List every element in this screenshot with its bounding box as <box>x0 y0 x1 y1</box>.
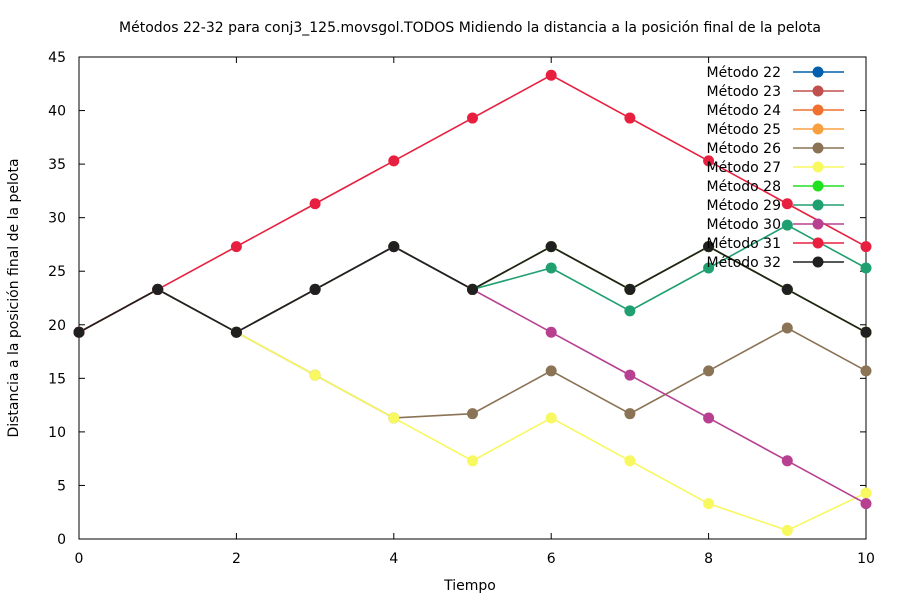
data-point <box>703 412 715 424</box>
legend-swatch-point <box>812 218 824 230</box>
legend-swatch-point <box>812 142 824 154</box>
legend-label: Método 25 <box>707 122 781 138</box>
data-point <box>860 365 872 377</box>
data-point <box>624 305 636 317</box>
plot-frame <box>78 56 867 540</box>
series-line-5 <box>78 288 867 419</box>
data-point <box>467 112 478 124</box>
data-point <box>624 408 636 420</box>
legend-swatch-point <box>812 199 824 211</box>
y-tick-label: 25 <box>48 264 66 280</box>
data-point <box>781 455 793 467</box>
data-point <box>388 412 400 424</box>
data-point <box>467 455 478 467</box>
legend-label: Método 27 <box>707 160 781 176</box>
y-tick-label: 10 <box>48 425 66 441</box>
data-point <box>545 326 557 338</box>
data-point <box>467 283 478 295</box>
data-point <box>624 369 636 381</box>
data-point <box>624 112 636 124</box>
data-point <box>545 412 557 424</box>
legend-label: Método 30 <box>707 217 781 233</box>
data-point <box>624 283 636 295</box>
y-axis-title: Distancia a la posición final de la pelo… <box>6 158 22 437</box>
legend-swatch-point <box>812 85 824 97</box>
legend-swatch-point <box>812 256 824 268</box>
data-point <box>624 455 636 467</box>
legend-label: Método 23 <box>707 84 781 100</box>
data-point <box>545 241 557 253</box>
y-tick-label: 15 <box>48 371 66 387</box>
y-tick-label: 0 <box>57 532 66 548</box>
data-point <box>703 365 715 377</box>
y-tick-label: 35 <box>48 157 66 173</box>
data-point <box>703 498 715 510</box>
x-tick-label: 8 <box>704 551 713 567</box>
x-axis-title: Tiempo <box>443 578 496 594</box>
y-tick-label: 45 <box>48 50 66 66</box>
data-point <box>860 326 872 338</box>
data-point <box>860 498 872 510</box>
x-tick-label: 6 <box>547 551 556 567</box>
legend-label: Método 31 <box>707 236 781 252</box>
data-point <box>309 198 321 210</box>
legend-label: Método 32 <box>707 255 781 271</box>
data-point <box>860 241 872 253</box>
legend-swatch-point <box>812 180 824 192</box>
x-tick-label: 0 <box>75 551 84 567</box>
y-tick-label: 5 <box>57 478 66 494</box>
axis-ticks: 0 2 4 6 8 10 0 5 10 15 20 25 30 35 40 45 <box>48 50 875 567</box>
legend-swatch-point <box>812 66 824 78</box>
data-point <box>388 241 400 253</box>
legend-label: Método 22 <box>707 65 781 81</box>
data-point <box>781 283 793 295</box>
data-point <box>73 326 85 338</box>
data-point <box>230 241 242 253</box>
x-tick-label: 2 <box>232 551 241 567</box>
series-points <box>73 69 872 536</box>
data-point <box>230 326 242 338</box>
data-point <box>703 262 715 274</box>
data-point <box>309 369 321 381</box>
data-point <box>860 262 872 274</box>
legend-label: Método 28 <box>707 179 781 195</box>
data-point <box>781 322 793 334</box>
y-tick-label: 30 <box>48 211 66 227</box>
data-point <box>467 408 478 420</box>
data-point <box>545 262 557 274</box>
x-tick-label: 4 <box>389 551 398 567</box>
chart-title: Métodos 22-32 para conj3_125.movsgol.TOD… <box>119 20 821 36</box>
data-point <box>309 283 321 295</box>
data-point <box>152 283 164 295</box>
y-tick-label: 40 <box>48 104 66 120</box>
legend-swatch-point <box>812 161 824 173</box>
data-point <box>703 155 715 167</box>
data-point <box>781 524 793 536</box>
data-point <box>781 219 793 231</box>
x-tick-label: 10 <box>857 551 875 567</box>
legend-swatch-point <box>812 123 824 135</box>
legend-label: Método 26 <box>707 141 782 157</box>
data-point <box>545 69 557 81</box>
legend: Método 22 Método 23 Método 24 Método 25 Méto… <box>707 65 844 271</box>
data-point <box>703 241 715 253</box>
data-point <box>860 487 872 499</box>
y-tick-label: 20 <box>48 318 66 334</box>
data-point <box>545 365 557 377</box>
legend-label: Método 29 <box>707 198 781 214</box>
legend-swatch-point <box>812 104 824 116</box>
data-point <box>781 198 793 210</box>
data-point <box>388 155 400 167</box>
legend-label: Método 24 <box>707 103 782 119</box>
legend-swatch-point <box>812 237 824 249</box>
